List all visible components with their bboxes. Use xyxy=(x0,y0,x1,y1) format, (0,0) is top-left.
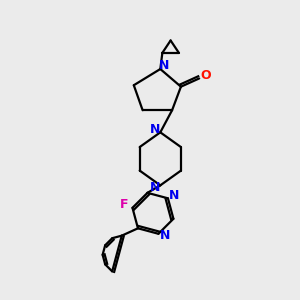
Text: N: N xyxy=(169,190,180,202)
Text: N: N xyxy=(160,229,170,242)
Text: F: F xyxy=(120,198,128,211)
Text: N: N xyxy=(150,181,160,194)
Text: N: N xyxy=(159,59,169,72)
Text: O: O xyxy=(200,69,211,82)
Text: N: N xyxy=(150,124,160,136)
